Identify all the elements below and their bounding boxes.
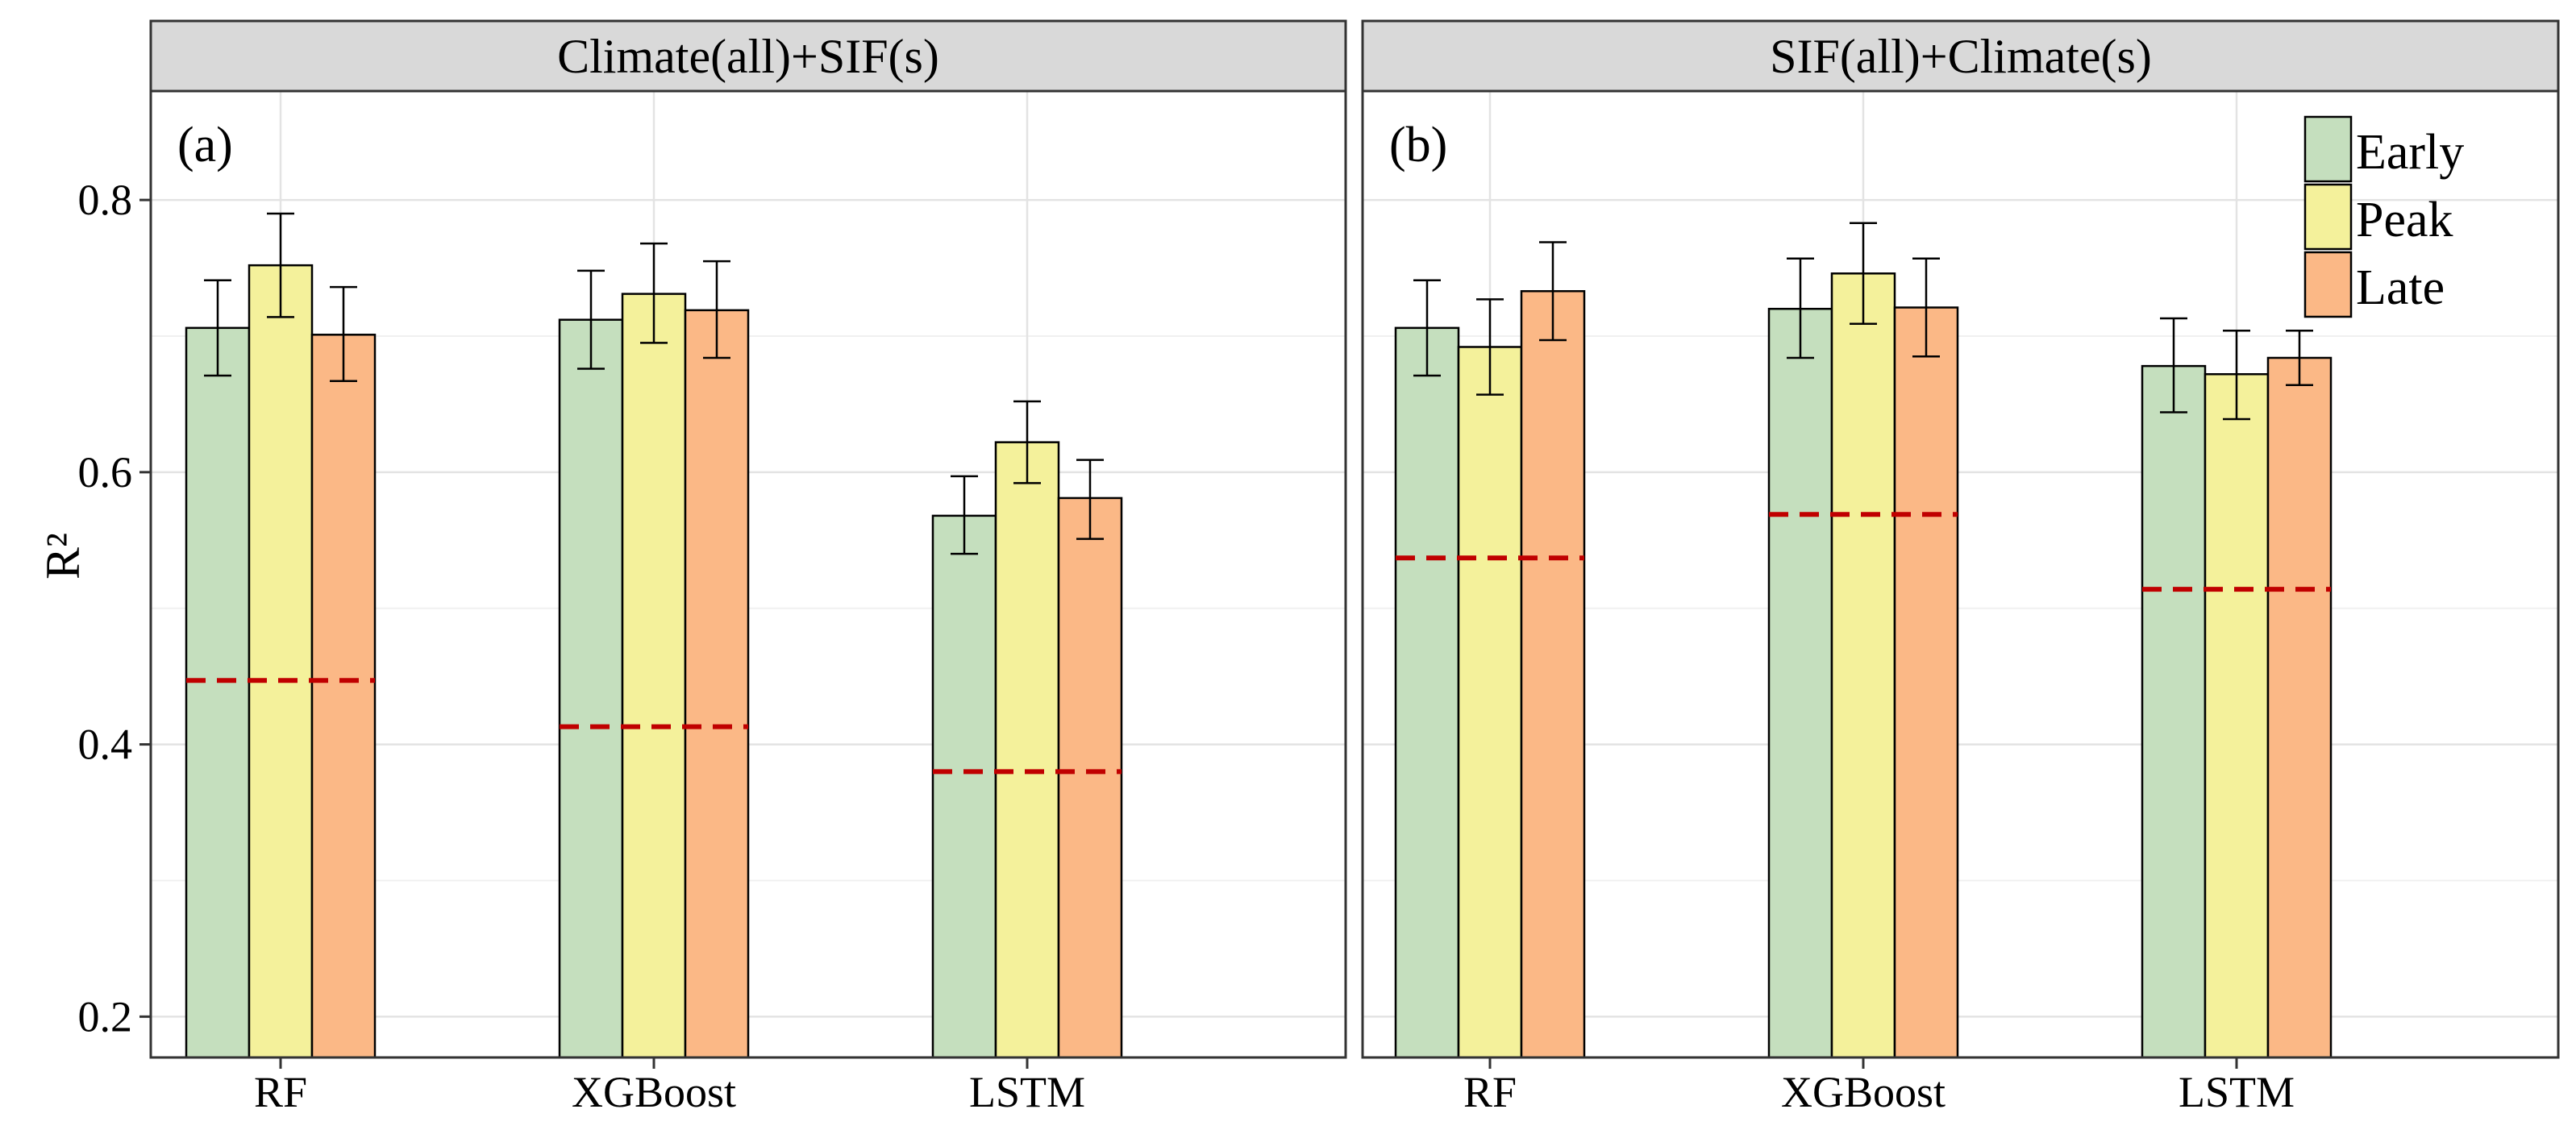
- y-tick-label: 0.4: [78, 721, 133, 769]
- panel-b-strip: [1361, 19, 2560, 93]
- bar-layer: [185, 264, 2333, 1059]
- x-axis-ticks: RF XGBoost LSTM RF XGBoost LSTM: [254, 1057, 2295, 1116]
- error-bar-b-xgboost-peak: [1850, 222, 1877, 326]
- bar-b-xgboost-peak: [1830, 272, 1896, 1059]
- error-bar-b-lstm-peak: [2223, 329, 2250, 421]
- error-bar-b-xgboost-early: [1787, 257, 1814, 359]
- legend-key-early: [2303, 115, 2353, 183]
- x-tick-label-lstm: LSTM: [969, 1068, 1085, 1116]
- x-tick-label-lstm: LSTM: [2179, 1068, 2295, 1116]
- error-bar-b-lstm-late: [2286, 329, 2313, 387]
- panel-b-strip-label: SIF(all)+Climate(s): [1770, 30, 2152, 83]
- bar-a-rf-late: [310, 334, 377, 1059]
- bar-b-xgboost-early: [1767, 307, 1833, 1059]
- panel-a-tag: (a): [177, 118, 233, 172]
- error-bar-b-lstm-early: [2160, 317, 2187, 413]
- error-bar-a-lstm-peak: [1013, 400, 1041, 484]
- x-tick-label-rf: RF: [254, 1068, 307, 1116]
- legend: Early Peak Late: [2303, 115, 2464, 318]
- error-bar-b-rf-early: [1413, 279, 1441, 377]
- error-bar-a-xgboost-late: [703, 260, 730, 359]
- x-tick-label-xgboost: XGBoost: [572, 1068, 736, 1116]
- bar-b-rf-late: [1520, 289, 1586, 1059]
- panel-a-strip: [149, 19, 1347, 93]
- bar-a-rf-peak: [248, 264, 314, 1059]
- bar-b-lstm-early: [2141, 364, 2207, 1059]
- error-bar-a-lstm-late: [1076, 459, 1104, 540]
- bar-b-lstm-peak: [2204, 373, 2270, 1059]
- bar-b-lstm-late: [2266, 356, 2333, 1059]
- bar-a-lstm-peak: [994, 441, 1060, 1059]
- legend-label-early: Early: [2356, 125, 2464, 180]
- legend-label-peak: Peak: [2356, 193, 2453, 247]
- y-tick-label: 0.6: [78, 448, 133, 496]
- panel-a-strip-label: Climate(all)+SIF(s): [557, 30, 939, 83]
- bar-a-xgboost-late: [684, 309, 750, 1059]
- baseline-layer: [186, 512, 2331, 775]
- legend-key-late: [2303, 251, 2353, 318]
- error-bar-b-xgboost-late: [1912, 257, 1940, 358]
- y-tick-label: 0.8: [78, 176, 133, 224]
- y-axis-ticks: 0.2 0.4 0.6 0.8: [78, 176, 151, 1041]
- bar-b-rf-early: [1394, 326, 1460, 1059]
- error-bar-a-xgboost-early: [577, 269, 605, 370]
- error-bar-a-rf-peak: [267, 212, 294, 318]
- legend-label-late: Late: [2356, 260, 2445, 315]
- x-tick-label-xgboost: XGBoost: [1781, 1068, 1946, 1116]
- y-axis-title: R²: [36, 533, 89, 580]
- bar-b-xgboost-late: [1893, 306, 1959, 1059]
- error-bar-b-rf-peak: [1476, 298, 1504, 396]
- error-bar-a-xgboost-peak: [640, 242, 668, 344]
- error-bar-a-rf-late: [330, 285, 357, 382]
- error-bar-b-rf-late: [1539, 241, 1567, 342]
- x-tick-label-rf: RF: [1463, 1068, 1517, 1116]
- error-bar-a-lstm-early: [951, 475, 978, 555]
- legend-key-peak: [2303, 183, 2353, 251]
- bar-a-lstm-late: [1057, 496, 1123, 1059]
- bar-a-lstm-early: [931, 514, 997, 1059]
- panel-b-tag: (b): [1389, 118, 1447, 172]
- error-bar-layer: [204, 212, 2313, 555]
- bar-b-rf-peak: [1457, 346, 1523, 1059]
- bar-a-xgboost-peak: [621, 293, 687, 1059]
- y-tick-label: 0.2: [78, 992, 133, 1041]
- error-bar-a-rf-early: [204, 279, 231, 377]
- bar-a-rf-early: [185, 326, 251, 1059]
- bar-a-xgboost-early: [558, 318, 624, 1059]
